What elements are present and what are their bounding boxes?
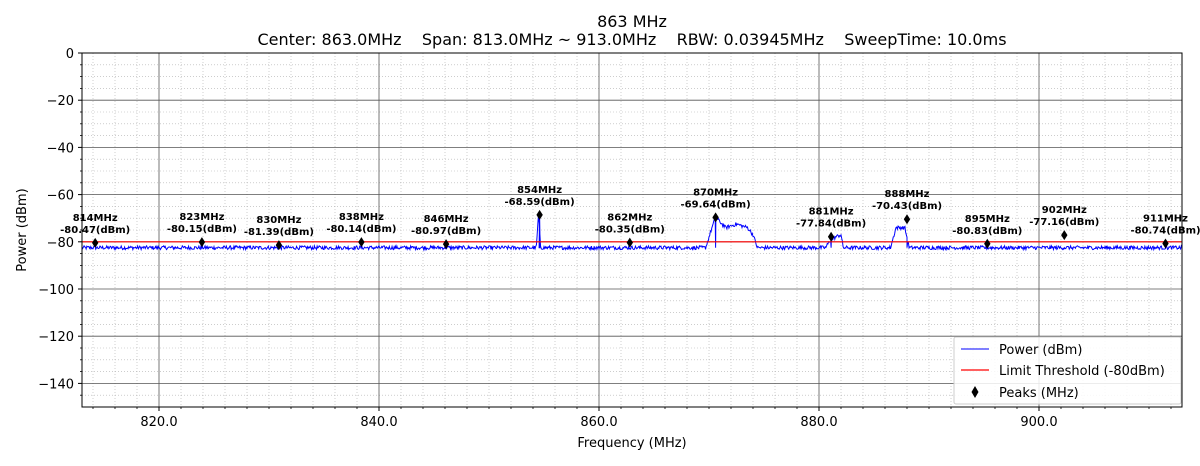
y-tick-label: −20 [47, 94, 74, 109]
peak-freq-label: 888MHz [884, 189, 929, 200]
minor-gridlines [82, 53, 1182, 407]
peak-value-label: -80.35(dBm) [595, 225, 665, 236]
peak-value-label: -80.15(dBm) [167, 224, 237, 235]
peak-marker [198, 237, 206, 248]
x-axis-label: Frequency (MHz) [577, 436, 686, 451]
peak-value-label: -80.74(dBm) [1130, 226, 1200, 237]
peak-value-label: -80.97(dBm) [411, 226, 481, 237]
legend-peaks-diamond [971, 386, 979, 398]
y-tick-label: −80 [47, 236, 74, 251]
y-tick-label: −40 [47, 141, 74, 156]
x-tick-label: 880.0 [800, 415, 837, 430]
peak-marker [442, 239, 450, 250]
y-tick-label: −60 [47, 189, 74, 204]
peak-freq-label: 854MHz [517, 185, 562, 196]
peak-marker [275, 240, 283, 251]
x-tick-label: 840.0 [360, 415, 397, 430]
peak-marker [92, 237, 99, 248]
peak-value-label: -69.64(dBm) [681, 199, 751, 210]
legend-power-label: Power (dBm) [999, 343, 1082, 358]
peak-marker [1162, 238, 1169, 249]
peak-freq-label: 870MHz [693, 187, 738, 198]
legend: Power (dBm) Limit Threshold (-80dBm) Pea… [953, 336, 1182, 405]
peak-value-label: -70.43(dBm) [872, 201, 942, 212]
legend-peaks-label: Peaks (MHz) [999, 386, 1079, 401]
peak-value-label: -77.16(dBm) [1029, 217, 1099, 228]
peaks-markers: 814MHz-80.47(dBm) 823MHz-80.15(dBm) 830MHz… [60, 185, 1200, 251]
chart-title: 863 MHz [597, 12, 667, 31]
peak-freq-label: 911MHz [1143, 214, 1188, 225]
peak-value-label: -77.84(dBm) [796, 219, 866, 230]
peak-value-label: -68.59(dBm) [505, 197, 575, 208]
peak-freq-label: 814MHz [73, 213, 118, 224]
y-tick-label: −120 [38, 330, 74, 345]
peak-value-label: -81.39(dBm) [244, 227, 314, 238]
legend-threshold-label: Limit Threshold (-80dBm) [999, 364, 1165, 379]
x-tick-label: 820.0 [140, 415, 177, 430]
y-axis-ticks: 0 −20 −40 −60 −80 −100 −120 −140 [38, 47, 82, 396]
peak-value-label: -80.14(dBm) [326, 224, 396, 235]
peak-freq-label: 838MHz [339, 212, 384, 223]
peak-freq-label: 823MHz [179, 212, 224, 223]
x-tick-label: 860.0 [580, 415, 617, 430]
peak-marker [536, 209, 543, 220]
peak-freq-label: 881MHz [809, 207, 854, 218]
peak-marker [903, 214, 911, 225]
peak-marker [827, 231, 835, 242]
peak-freq-label: 902MHz [1042, 205, 1087, 216]
peak-freq-label: 862MHz [607, 213, 652, 224]
peak-value-label: -80.83(dBm) [952, 226, 1022, 237]
x-tick-label: 900.0 [1020, 415, 1057, 430]
peak-marker [358, 237, 365, 248]
peak-marker [626, 237, 633, 248]
chart-subtitle: Center: 863.0MHz Span: 813.0MHz ~ 913.0M… [257, 30, 1006, 49]
peak-marker [712, 212, 719, 223]
power-series-line [81, 214, 1183, 252]
peak-freq-label: 895MHz [965, 214, 1010, 225]
peak-marker [984, 238, 991, 249]
peak-freq-label: 846MHz [424, 214, 469, 225]
x-axis-ticks: 820.0 840.0 860.0 880.0 900.0 [92, 407, 1172, 430]
peak-marker [1061, 230, 1068, 241]
legend-box [953, 336, 1182, 405]
peak-freq-label: 830MHz [256, 215, 301, 226]
y-tick-label: −140 [38, 377, 74, 392]
y-tick-label: 0 [66, 47, 74, 62]
peak-value-label: -80.47(dBm) [60, 225, 130, 236]
y-axis-label: Power (dBm) [15, 188, 30, 271]
y-tick-label: −100 [38, 283, 74, 298]
